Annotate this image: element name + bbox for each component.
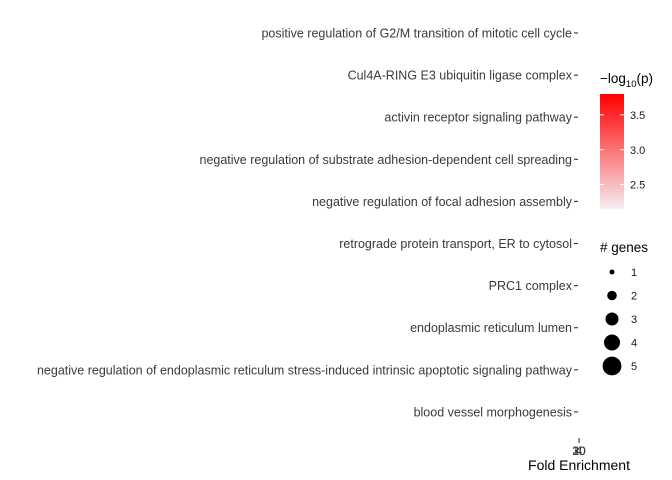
color-legend-title: −log10(p) [600, 71, 653, 90]
x-tick-label: 20 [572, 444, 586, 458]
y-tick-label: activin receptor signaling pathway [384, 111, 572, 125]
size-legend-dot [605, 312, 619, 326]
x-tick-label: 4 [576, 444, 583, 458]
size-legend: # genes 1 2 3 4 5 [600, 240, 648, 376]
colorbar-tick-label: 3.5 [630, 110, 645, 122]
colorbar [600, 94, 624, 209]
colorbar-ticks: 2.5 3.0 3.5 [600, 110, 645, 192]
y-tick-label: PRC1 complex [489, 279, 573, 293]
size-legend-dot [604, 334, 620, 351]
size-legend-items: 1 2 3 4 5 [602, 267, 637, 376]
y-axis: positive regulation of G2/M transition o… [37, 27, 578, 419]
size-legend-title: # genes [600, 240, 648, 255]
size-legend-label: 3 [631, 314, 637, 326]
size-legend-dot [602, 356, 622, 376]
y-tick-label: negative regulation of endoplasmic retic… [37, 363, 573, 377]
y-tick-label: Cul4A-RING E3 ubiquitin ligase complex [348, 69, 573, 83]
x-tick-label: 30 [572, 444, 586, 458]
size-legend-label: 2 [631, 291, 637, 303]
colorbar-tick-label: 2.5 [630, 180, 645, 192]
y-tick-label: blood vessel morphogenesis [414, 405, 572, 419]
color-legend: −log10(p) 2.5 3.0 3.5 [600, 71, 653, 209]
colorbar-tick-label: 3.0 [630, 145, 645, 157]
y-tick-label: negative regulation of substrate adhesio… [200, 153, 573, 167]
size-legend-dot [607, 290, 617, 301]
size-legend-label: 4 [631, 338, 637, 350]
y-tick-label: positive regulation of G2/M transition o… [261, 27, 572, 41]
y-tick-label: retrograde protein transport, ER to cyto… [339, 237, 572, 251]
x-tick-label: 10 [572, 444, 586, 458]
y-tick-label: endoplasmic reticulum lumen [410, 321, 572, 335]
size-legend-dot [609, 269, 615, 275]
x-axis-title: Fold Enrichment [528, 457, 630, 473]
size-legend-label: 1 [631, 267, 637, 279]
y-tick-label: negative regulation of focal adhesion as… [312, 195, 573, 209]
size-legend-label: 5 [631, 361, 637, 373]
